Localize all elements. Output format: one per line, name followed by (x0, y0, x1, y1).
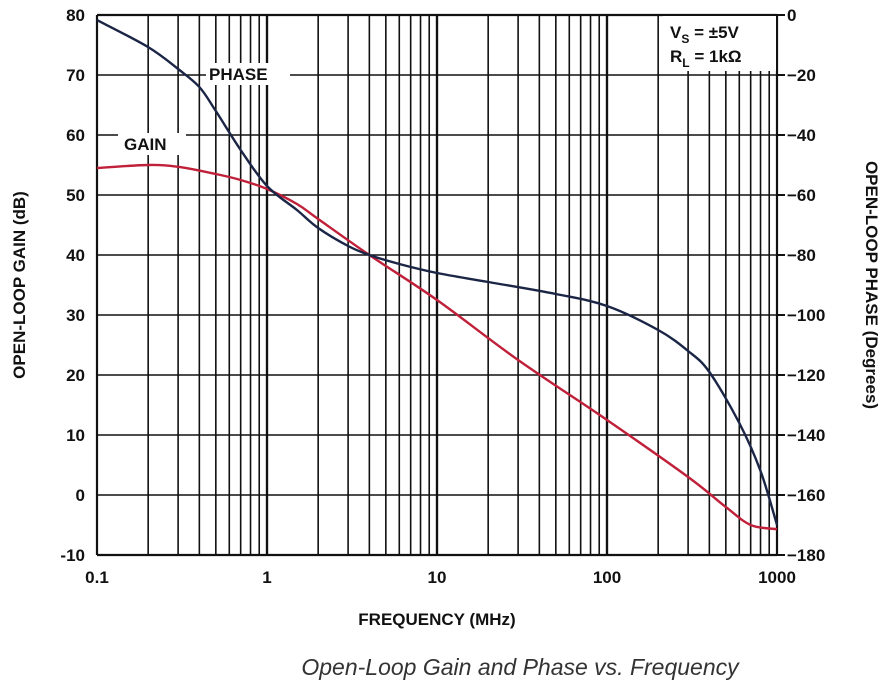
y2-tick-label: −40 (787, 126, 816, 145)
x-tick-label: 0.1 (85, 568, 109, 587)
conditions-box-bg (663, 16, 776, 71)
x-axis-title: FREQUENCY (MHz) (358, 610, 515, 629)
y-tick-label: 70 (66, 66, 85, 85)
phase-series-label: PHASE (209, 65, 268, 84)
y2-tick-label: −100 (787, 306, 825, 325)
y-tick-label: 60 (66, 126, 85, 145)
chart-caption: Open-Loop Gain and Phase vs. Frequency (301, 654, 740, 680)
y2-tick-label: −160 (787, 486, 825, 505)
y-tick-label: -10 (60, 546, 85, 565)
y-tick-label: 40 (66, 246, 85, 265)
phase-curve (96, 19, 779, 526)
phase-label-bg (206, 63, 290, 85)
x-tick-label: 1 (262, 568, 271, 587)
y2-tick-label: −180 (787, 546, 825, 565)
y2-tick-label: −120 (787, 366, 825, 385)
supply-voltage-annotation: VS = ±5V (670, 23, 740, 46)
y-tick-label: 10 (66, 426, 85, 445)
x-tick-label: 10 (428, 568, 447, 587)
grid (95, 13, 785, 557)
y-axis-title: OPEN-LOOP GAIN (dB) (10, 191, 29, 379)
x-tick-label: 1000 (758, 568, 796, 587)
y2-tick-label: −80 (787, 246, 816, 265)
gain-label-bg (118, 133, 186, 155)
y-tick-label: 0 (76, 486, 85, 505)
y2-tick-label: −20 (787, 66, 816, 85)
gain-series-label: GAIN (124, 135, 167, 154)
y2-axis-title: OPEN-LOOP PHASE (Degrees) (862, 161, 881, 409)
y-tick-label: 50 (66, 186, 85, 205)
y-tick-label: 20 (66, 366, 85, 385)
y-tick-label: 80 (66, 6, 85, 25)
load-resistance-annotation: RL = 1kΩ (670, 47, 742, 70)
tick-labels: 0.1 1 10 100 100080706050403020100-100−20−40… (60, 6, 825, 587)
y2-tick-label: −60 (787, 186, 816, 205)
curves (96, 19, 779, 531)
y-tick-label: 30 (66, 306, 85, 325)
y2-tick-label: 0 (787, 6, 796, 25)
y2-tick-label: −140 (787, 426, 825, 445)
x-tick-label: 100 (593, 568, 621, 587)
